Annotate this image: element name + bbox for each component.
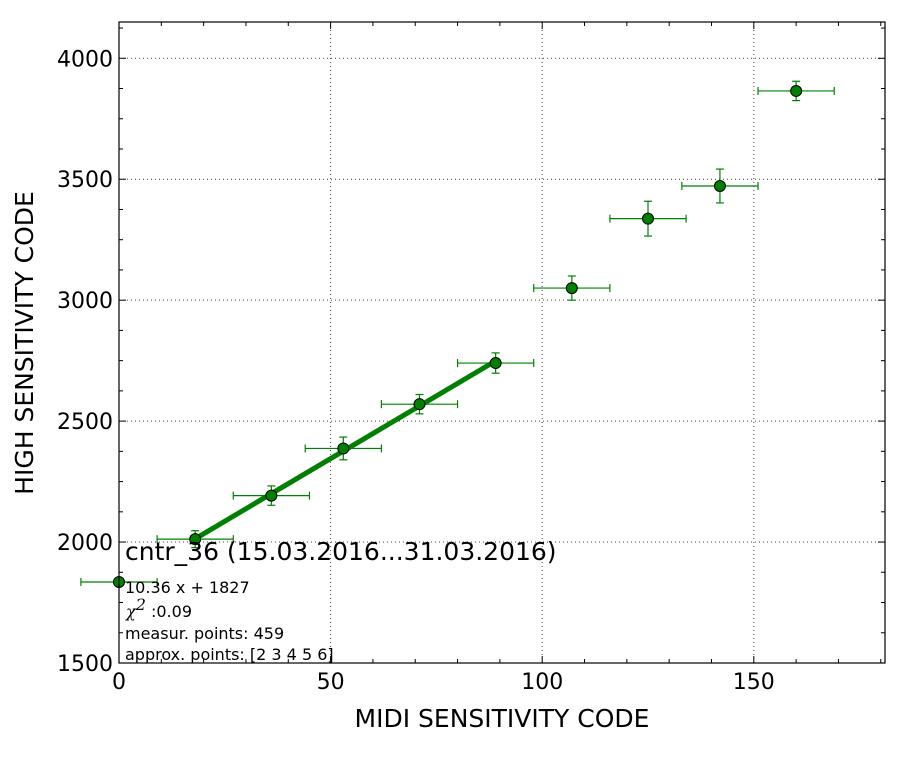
chi2-symbol: χ — [125, 602, 137, 621]
plot-background — [119, 22, 885, 663]
y-tick-label: 4000 — [57, 47, 113, 72]
x-tick-label: 50 — [317, 670, 345, 695]
data-point — [413, 398, 426, 411]
x-tick-label: 100 — [521, 670, 563, 695]
y-axis-label: HIGH SENSITIVITY CODE — [10, 191, 39, 495]
grid-lines — [119, 22, 885, 663]
minor-ticks — [119, 22, 885, 663]
data-point — [713, 179, 726, 192]
y-tick-label: 2500 — [57, 410, 113, 435]
data-point — [189, 533, 202, 546]
y-tick-label: 3000 — [57, 289, 113, 314]
y-tick-label: 2000 — [57, 531, 113, 556]
annotation-chi2: χ2 :0.09 — [125, 595, 192, 621]
data-point — [790, 84, 803, 97]
annotation-approx-points: approx. points: [2 3 4 5 6] — [125, 645, 334, 664]
data-point — [337, 442, 350, 455]
x-axis-label: MIDI SENSITIVITY CODE — [355, 704, 650, 733]
tick-labels: 0 50 100 150 1500 2000 2500 3000 3500 4000 — [57, 47, 775, 695]
x-tick-label: 0 — [112, 670, 126, 695]
plot-frame — [118, 21, 886, 664]
annotation-title: cntr_36 (15.03.2016...31.03.2016) — [125, 537, 557, 566]
annotation-equation: 10.36 x + 1827 — [125, 578, 250, 597]
annotation-measur-points: measur. points: 459 — [125, 624, 284, 643]
major-ticks — [118, 22, 885, 664]
y-tick-label: 3500 — [57, 168, 113, 193]
x-tick-label: 150 — [733, 670, 775, 695]
chi2-value: :0.09 — [146, 602, 192, 621]
data-point — [265, 489, 278, 502]
data-points — [113, 84, 803, 588]
y-tick-label: 1500 — [57, 652, 113, 677]
data-point — [489, 357, 502, 370]
chi2-power: 2 — [135, 595, 146, 614]
data-point — [565, 282, 578, 295]
data-point — [642, 212, 655, 225]
